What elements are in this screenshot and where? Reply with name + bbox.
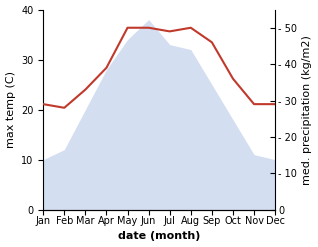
X-axis label: date (month): date (month) (118, 231, 200, 242)
Y-axis label: med. precipitation (kg/m2): med. precipitation (kg/m2) (302, 35, 313, 185)
Y-axis label: max temp (C): max temp (C) (5, 71, 16, 148)
